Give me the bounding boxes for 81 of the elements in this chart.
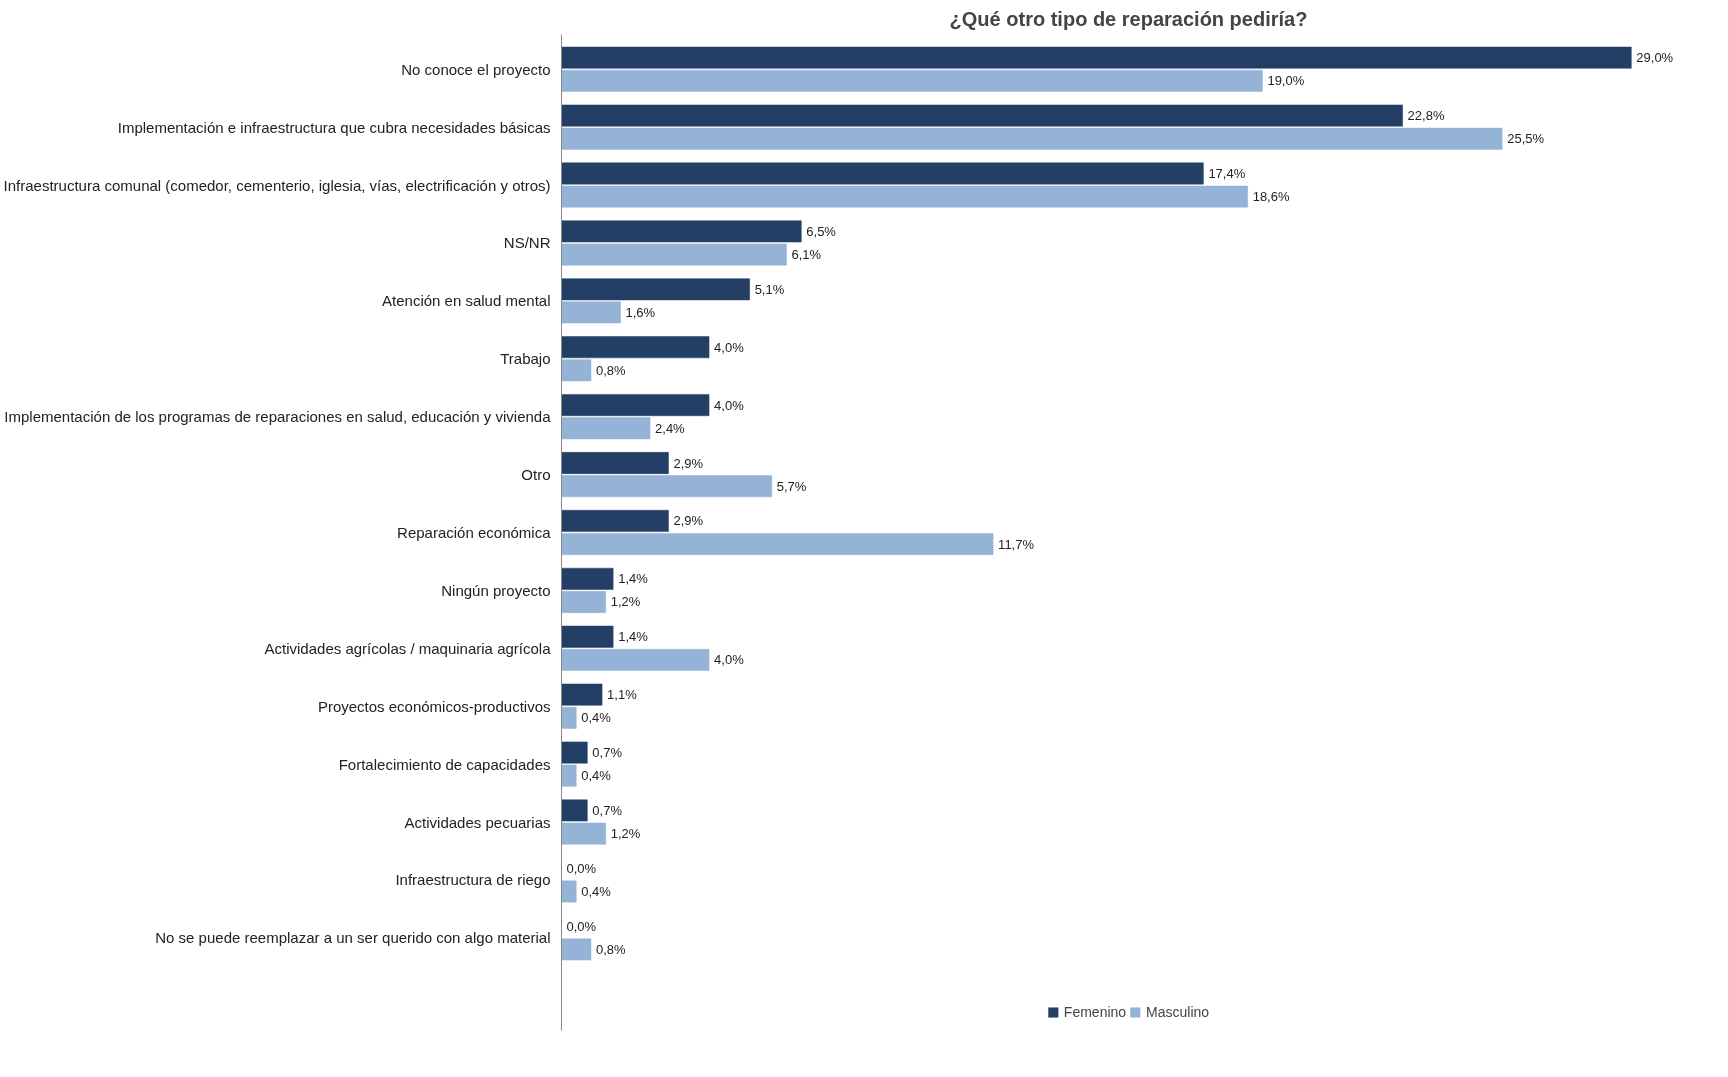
- data-label: 22,8%: [1407, 108, 1445, 124]
- bar: [561, 683, 603, 706]
- bar: [561, 510, 669, 532]
- bar: [561, 46, 1632, 69]
- legend-label: Masculino: [1146, 1004, 1210, 1020]
- data-label: 18,6%: [1252, 189, 1290, 205]
- data-label: 6,5%: [806, 223, 837, 239]
- data-label: 0,0%: [566, 918, 597, 934]
- y-tick-label: Reparación económica: [397, 524, 552, 541]
- data-label: 29,0%: [1636, 50, 1674, 66]
- data-label: 11,7%: [998, 536, 1035, 552]
- bar: [561, 648, 710, 671]
- data-label: 4,0%: [714, 397, 745, 413]
- bar: [561, 741, 588, 764]
- data-label: 0,7%: [592, 802, 623, 818]
- bar: [561, 475, 773, 498]
- data-label: 0,4%: [581, 884, 612, 900]
- y-tick-label: Actividades pecuarias: [404, 813, 551, 831]
- data-label: 2,9%: [673, 455, 704, 471]
- bar: [561, 533, 994, 555]
- data-label: 1,6%: [625, 304, 656, 320]
- bar: [561, 417, 651, 440]
- data-label: 1,1%: [607, 687, 638, 703]
- bar: [561, 278, 750, 301]
- bar: [561, 220, 802, 243]
- y-tick-label: No se puede reemplazar a un ser querido con algo material: [155, 929, 551, 947]
- data-label: 0,0%: [566, 860, 597, 876]
- y-tick-label: Actividades agrícolas / maquinaria agrícola: [264, 639, 552, 657]
- bar: [561, 301, 621, 324]
- y-tick-label: No conoce el proyecto: [401, 60, 551, 78]
- legend-label: Femenino: [1063, 1004, 1127, 1020]
- y-tick-label: Ningún proyecto: [441, 581, 551, 599]
- data-label: 0,7%: [592, 745, 623, 761]
- data-label: 1,2%: [610, 826, 641, 842]
- data-label: 0,4%: [581, 710, 612, 726]
- y-tick-label: Infraestructura comunal (comedor, cementerio, iglesia, vías, electrificación y otros): [3, 176, 551, 194]
- y-tick-label: Implementación e infraestructura que cubra necesidades básicas: [117, 118, 551, 136]
- data-label: 4,0%: [714, 339, 745, 355]
- y-tick-label: Trabajo: [500, 350, 551, 368]
- bar: [561, 591, 607, 613]
- bar: [561, 104, 1403, 127]
- data-label: 0,8%: [596, 941, 627, 957]
- bar: [561, 799, 588, 822]
- y-tick-label: Atención en salud mental: [382, 292, 551, 310]
- bar: [561, 938, 592, 961]
- y-tick-label: Implementación de los programas de reparaciones en salud, educación y vivienda: [4, 408, 552, 426]
- bar: [561, 880, 577, 903]
- y-tick-label: Fortalecimiento de capacidades: [338, 755, 551, 773]
- y-tick-label: NS/NR: [503, 234, 551, 252]
- data-label: 2,9%: [673, 513, 704, 529]
- bar: [561, 567, 614, 590]
- y-tick-label: Proyectos económicos-productivos: [317, 697, 551, 715]
- data-label: 5,7%: [776, 478, 807, 494]
- data-label: 6,1%: [791, 247, 822, 263]
- data-label: 1,4%: [618, 629, 649, 645]
- data-label: 17,4%: [1208, 165, 1246, 181]
- bar: [561, 359, 592, 382]
- data-label: 0,4%: [581, 768, 612, 784]
- chart-title: ¿Qué otro tipo de reparación pediría?: [949, 7, 1308, 30]
- bar: [561, 452, 669, 474]
- bar: [561, 625, 614, 648]
- bar: [561, 764, 577, 787]
- bar: [561, 822, 607, 845]
- bar: [561, 162, 1204, 185]
- data-label: 5,1%: [754, 281, 785, 297]
- y-tick-label: Otro: [521, 466, 551, 484]
- data-label: 19,0%: [1267, 73, 1305, 89]
- bar: [561, 127, 1503, 150]
- bar: [561, 69, 1263, 92]
- data-label: 2,4%: [655, 420, 686, 436]
- data-label: 4,0%: [714, 652, 745, 668]
- data-label: 0,8%: [596, 362, 627, 378]
- bar: [561, 243, 787, 266]
- data-label: 25,5%: [1507, 131, 1545, 147]
- bar: [561, 394, 710, 417]
- bar: [561, 706, 577, 729]
- bar: [561, 336, 710, 359]
- data-label: 1,4%: [618, 571, 649, 587]
- data-label: 1,2%: [610, 594, 641, 610]
- bar: [561, 185, 1248, 208]
- y-tick-label: Infraestructura de riego: [395, 871, 551, 889]
